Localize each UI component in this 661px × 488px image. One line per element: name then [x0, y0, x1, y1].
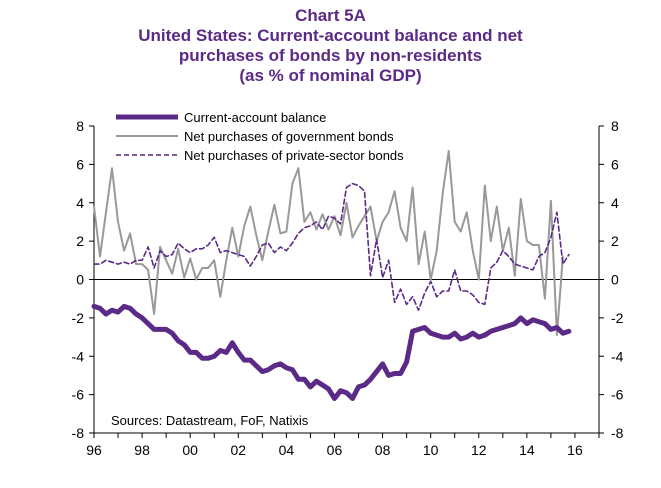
y-tick-label-left: 4 — [76, 195, 84, 211]
x-tick-label: 98 — [134, 442, 150, 458]
x-tick-label: 02 — [230, 442, 246, 458]
y-tick-label-left: 2 — [76, 233, 84, 249]
source-note: Sources: Datastream, FoF, Natixis — [111, 413, 309, 428]
legend-label: Current-account balance — [184, 110, 326, 125]
y-tick-label-left: -6 — [72, 387, 85, 403]
axes: 8 86 64 42 20 0-2 -2-4 -4-6 -6-8 -896 98 00 02 04 06 08… — [72, 118, 624, 458]
y-tick-label-right: -2 — [611, 310, 624, 326]
current-account-balance-line — [91, 303, 572, 401]
y-tick-label-right: 8 — [611, 118, 619, 134]
x-tick-label: 08 — [375, 442, 391, 458]
chart-title-line-4: (as % of nominal GDP) — [239, 66, 422, 85]
x-tick-label: 12 — [471, 442, 487, 458]
series-layer — [91, 149, 572, 401]
y-tick-label-left: -4 — [72, 348, 85, 364]
y-tick-label-right: -6 — [611, 387, 624, 403]
x-tick-label: 96 — [86, 442, 102, 458]
y-tick-label-left: -2 — [72, 310, 85, 326]
y-tick-label-right: 0 — [611, 272, 619, 288]
y-tick-label-right: -4 — [611, 348, 624, 364]
chart-title: Chart 5A United States: Current-account … — [0, 6, 661, 86]
x-tick-label: 10 — [423, 442, 439, 458]
chart-title-line-1: Chart 5A — [295, 6, 366, 25]
y-tick-label-left: -8 — [72, 425, 85, 441]
net-purchases-of-private-sector-bonds-line — [93, 182, 570, 311]
chart-title-line-3: purchases of bonds by non-residents — [178, 46, 483, 65]
x-tick-label: 00 — [182, 442, 198, 458]
y-tick-label-left: 6 — [76, 156, 84, 172]
y-tick-label-right: -8 — [611, 425, 624, 441]
legend-label: Net purchases of private-sector bonds — [184, 148, 404, 163]
y-tick-label-left: 8 — [76, 118, 84, 134]
legend-label: Net purchases of government bonds — [184, 129, 394, 144]
x-tick-label: 14 — [519, 442, 535, 458]
x-tick-label: 16 — [567, 442, 583, 458]
x-tick-label: 04 — [279, 442, 295, 458]
y-tick-label-right: 4 — [611, 195, 619, 211]
y-tick-label-right: 6 — [611, 156, 619, 172]
y-tick-label-left: 0 — [76, 272, 84, 288]
y-tick-label-right: 2 — [611, 233, 619, 249]
chart-title-line-2: United States: Current-account balance a… — [138, 26, 523, 45]
net-purchases-of-government-bonds-line — [93, 149, 564, 337]
legend: Current-account balance Net purchases of … — [116, 110, 404, 163]
x-tick-label: 06 — [327, 442, 343, 458]
